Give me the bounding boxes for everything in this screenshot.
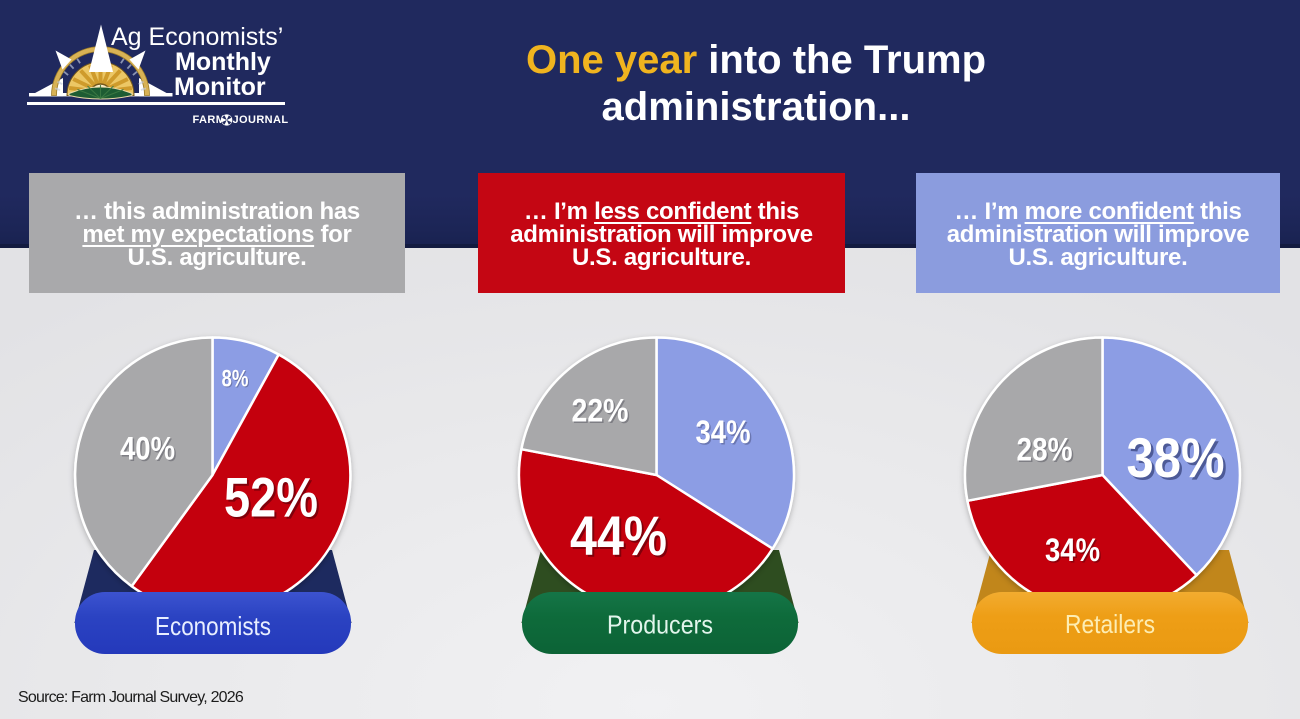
svg-text:Producers: Producers [607,610,713,640]
svg-text:38%: 38% [1127,426,1225,489]
svg-text:Ag Economists’: Ag Economists’ [111,23,283,51]
svg-text:22%: 22% [573,394,630,430]
svg-text:38%: 38% [1129,429,1227,492]
svg-text:8%: 8% [222,366,249,393]
svg-text:34%: 34% [697,416,752,452]
svg-text:40%: 40% [120,431,175,467]
svg-text:JOURNAL: JOURNAL [233,114,289,126]
svg-text:28%: 28% [1018,433,1074,469]
svg-text:Monitor: Monitor [174,73,266,101]
svg-text:52%: 52% [224,466,318,529]
svg-text:28%: 28% [1017,432,1073,468]
svg-text:8%: 8% [223,367,250,394]
svg-text:FARM: FARM [193,114,226,126]
svg-text:52%: 52% [226,468,320,531]
svg-text:Monthly: Monthly [175,48,271,76]
svg-text:34%: 34% [696,414,751,450]
svg-text:Retailers: Retailers [1065,609,1155,639]
svg-text:44%: 44% [570,504,667,567]
svg-text:Economists: Economists [155,611,271,641]
svg-text:34%: 34% [1045,532,1100,568]
svg-text:22%: 22% [572,393,629,429]
svg-text:44%: 44% [572,506,669,569]
svg-text:34%: 34% [1047,534,1102,570]
svg-text:40%: 40% [122,432,177,468]
